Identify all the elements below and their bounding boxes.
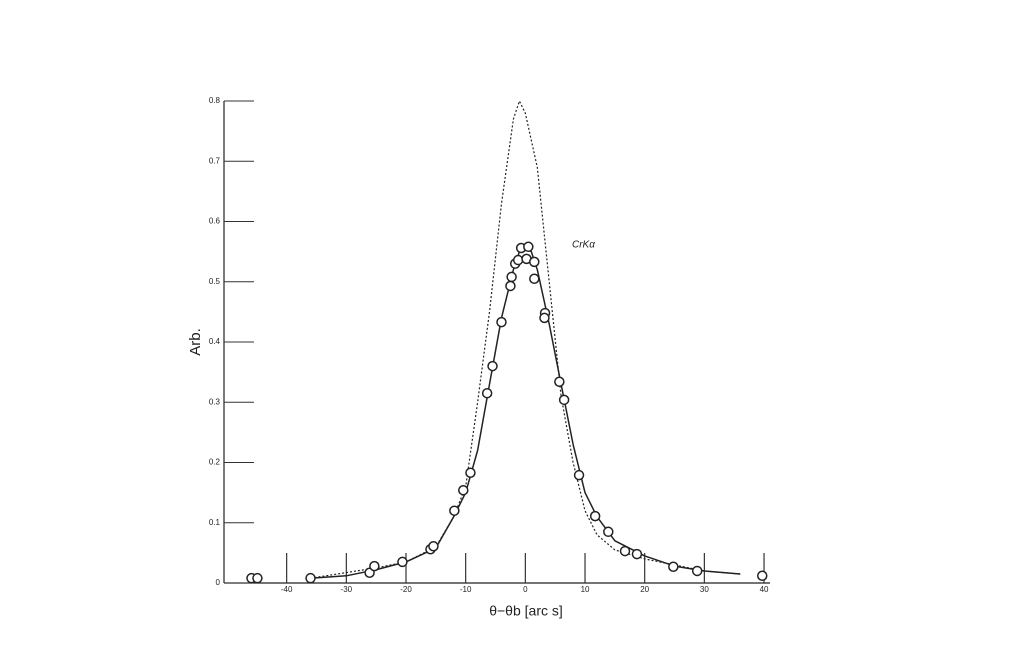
data-point — [668, 561, 679, 572]
data-point — [631, 548, 643, 560]
y-tick-label: 0 — [216, 578, 221, 587]
data-point — [481, 387, 493, 399]
y-tick-label: 0.8 — [209, 96, 221, 105]
data-point — [529, 256, 540, 268]
x-axis-label: θ−θb [arc s] — [489, 603, 563, 619]
x-tick-label: 40 — [760, 585, 769, 594]
data-point — [458, 484, 469, 496]
data-point — [305, 572, 316, 584]
x-tick-label: 0 — [523, 585, 528, 594]
y-axis-label: Arb. — [187, 328, 204, 356]
dashed-curve — [310, 100, 741, 579]
data-point — [523, 241, 534, 253]
data-point — [512, 254, 524, 266]
fit-line — [310, 247, 741, 579]
x-tick-label: 30 — [700, 585, 709, 594]
x-tick-label: 20 — [640, 585, 649, 594]
data-point — [369, 560, 380, 572]
data-point — [529, 273, 540, 284]
data-point — [487, 360, 498, 372]
y-tick-label: 0.4 — [209, 337, 221, 346]
y-tick-label: 0.7 — [209, 156, 221, 165]
data-point — [691, 565, 703, 577]
y-tick-label: 0.1 — [209, 518, 221, 527]
data-point — [428, 540, 439, 552]
data-point — [558, 394, 570, 406]
data-point — [496, 316, 507, 328]
data-point — [619, 545, 631, 557]
x-tick-label: -30 — [341, 585, 353, 594]
x-tick-label: -20 — [400, 585, 412, 594]
data-point — [252, 572, 263, 584]
x-tick-label: 10 — [581, 585, 590, 594]
data-point — [397, 556, 408, 568]
data-point — [465, 467, 476, 478]
data-point — [506, 271, 517, 283]
y-tick-label: 0.5 — [209, 277, 221, 286]
data-point — [554, 376, 565, 388]
y-tick-label: 0.2 — [209, 458, 221, 467]
data-point — [589, 510, 601, 522]
annotation: CrKα — [572, 240, 595, 251]
y-tick-label: 0.6 — [209, 217, 221, 226]
data-point — [573, 469, 585, 481]
data-point — [505, 280, 516, 292]
y-tick-label: 0.3 — [209, 397, 221, 406]
x-tick-label: -10 — [460, 585, 472, 594]
data-point — [539, 312, 550, 324]
x-tick-label: -40 — [281, 585, 293, 594]
data-point — [603, 526, 614, 538]
data-point — [756, 570, 768, 582]
data-point — [449, 505, 460, 516]
